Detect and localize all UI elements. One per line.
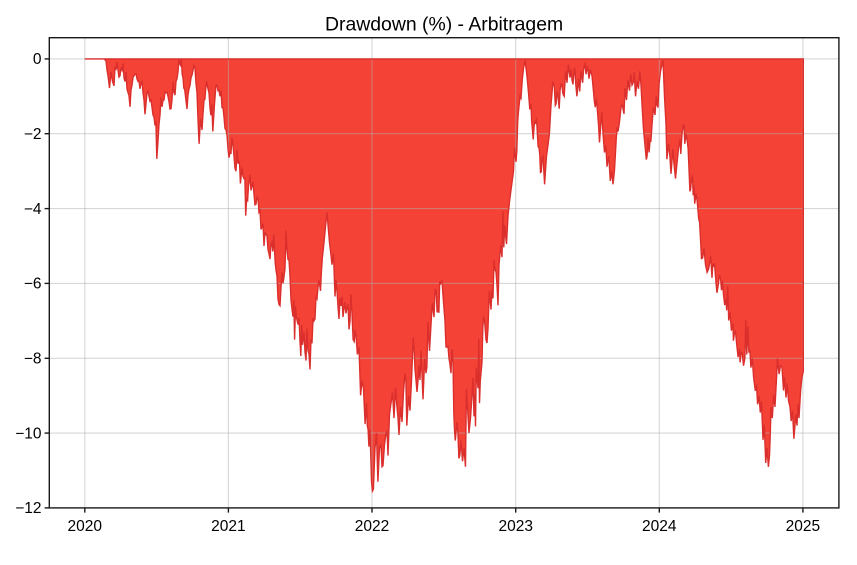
svg-text:2021: 2021 [211, 518, 245, 535]
svg-text:2022: 2022 [355, 518, 389, 535]
svg-text:−12: −12 [15, 500, 41, 517]
svg-text:−6: −6 [24, 276, 42, 293]
svg-text:Drawdown (%) - Arbitragem: Drawdown (%) - Arbitragem [325, 14, 563, 36]
svg-text:2023: 2023 [498, 518, 532, 535]
svg-text:2020: 2020 [68, 518, 103, 535]
svg-text:−8: −8 [24, 351, 42, 368]
svg-text:−2: −2 [24, 126, 42, 143]
svg-text:−10: −10 [15, 425, 42, 442]
svg-text:0: 0 [33, 51, 42, 68]
svg-text:2024: 2024 [642, 518, 677, 535]
svg-text:−4: −4 [24, 201, 42, 218]
svg-text:2025: 2025 [786, 518, 820, 535]
